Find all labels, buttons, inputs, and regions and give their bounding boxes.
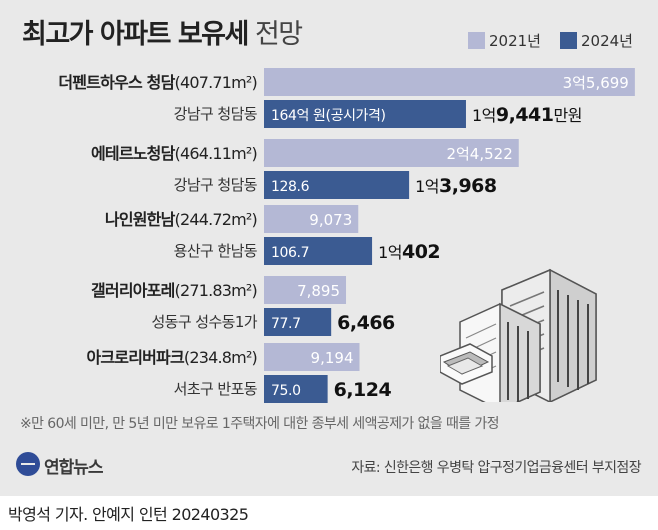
value-suffix: 만원 [553, 106, 581, 125]
bar-2024 [264, 375, 328, 403]
location-label: 성동구 성수동1가 [151, 313, 257, 331]
bar-2021-value-label: 9,194 [311, 349, 354, 367]
category-name: 나인원한남 [105, 210, 176, 229]
bar-2024-value-label: 1억9,441만원 [472, 104, 582, 126]
legend-2024-swatch [560, 32, 577, 49]
bar-2024 [264, 308, 332, 336]
bar-2024-inner-label: 77.7 [271, 316, 301, 332]
source-note: 자료: 신한은행 우병탁 압구정기업금융센터 부지점장 [351, 460, 641, 476]
value-main: 402 [402, 241, 440, 263]
category-label: 에테르노청담(464.11m²) [91, 144, 257, 163]
category-label: 더펜트하우스 청담(407.71m²) [58, 73, 257, 92]
category-name: 에테르노청담 [91, 144, 176, 163]
category-label: 나인원한남(244.72m²) [105, 210, 257, 229]
value-prefix: 1억 [378, 243, 402, 262]
value-main: 9,441 [496, 104, 554, 126]
publisher-name: 연합뉴스 [44, 458, 104, 478]
value-prefix: 1억 [472, 106, 496, 125]
category-name: 갤러리아포레 [91, 281, 175, 300]
bar-2021-value-label: 9,073 [309, 211, 352, 229]
bar-2024-value-label: 1억402 [378, 241, 440, 263]
bar-2024 [264, 100, 466, 128]
byline: 박영석 기자. 안예지 인턴 20240325 [8, 505, 249, 524]
legend-2024: 2024년 [560, 30, 633, 51]
location-label: 용산구 한남동 [174, 242, 258, 260]
bar-2021-value-label: 7,895 [297, 282, 340, 300]
category-label: 아크로리버파크(234.8m²) [86, 348, 257, 367]
value-main: 6,466 [337, 312, 395, 334]
value-main: 6,124 [334, 379, 392, 401]
title-light: 전망 [254, 19, 303, 50]
bar-2021-value-label: 2억4,522 [446, 145, 512, 163]
category-name: 더펜트하우스 청담 [58, 73, 175, 92]
category-label: 갤러리아포레(271.83m²) [91, 281, 257, 300]
bar-2024-inner-label: 128.6 [271, 179, 310, 195]
category-name: 아크로리버파크 [86, 348, 185, 367]
legend-2021-label: 2021년 [489, 32, 541, 50]
bar-2024-value-label: 1억3,968 [415, 175, 497, 197]
bar-2024 [264, 237, 373, 265]
apartment-buildings-icon [440, 268, 597, 402]
location-label: 강남구 청담동 [174, 176, 258, 194]
category-area: (271.83m²) [175, 281, 257, 300]
footnote: ※만 60세 미만, 만 5년 미만 보유로 1주택자에 대한 종부세 세액공제… [20, 416, 500, 432]
bar-2021 [264, 343, 360, 371]
category-area: (407.71m²) [175, 73, 257, 92]
legend-2021-swatch [468, 32, 485, 49]
legend-2021: 2021년 [468, 30, 541, 51]
bar-2024-value-label: 6,466 [337, 312, 395, 334]
category-area: (244.72m²) [175, 210, 257, 229]
bar-2021-value-label: 3억5,699 [563, 74, 629, 92]
bar-2021 [264, 68, 635, 96]
bar-2024-inner-label: 75.0 [271, 383, 301, 399]
bar-2024-inner-label: 164억 원(공시가격) [271, 108, 386, 124]
title-bold: 최고가 아파트 보유세 [22, 19, 249, 50]
location-label: 강남구 청담동 [174, 105, 258, 123]
bar-2024-inner-label: 106.7 [271, 245, 309, 261]
value-prefix: 1억 [415, 177, 439, 196]
publisher-logo-icon [16, 452, 40, 476]
category-area: (234.8m²) [184, 348, 257, 367]
category-area: (464.11m²) [175, 144, 257, 163]
bar-2024 [264, 171, 410, 199]
bar-chart: 더펜트하우스 청담(407.71m²) 강남구 청담동 3억5,699 164억 원(… [58, 68, 635, 403]
value-main: 3,968 [439, 175, 497, 197]
bar-2021 [264, 205, 359, 233]
legend-2024-label: 2024년 [581, 32, 633, 50]
bar-2021 [264, 276, 347, 304]
bar-2024-value-label: 6,124 [334, 379, 392, 401]
bar-2021 [264, 139, 519, 167]
location-label: 서초구 반포동 [174, 380, 258, 398]
page-title: 최고가 아파트 보유세 전망 [22, 12, 303, 51]
